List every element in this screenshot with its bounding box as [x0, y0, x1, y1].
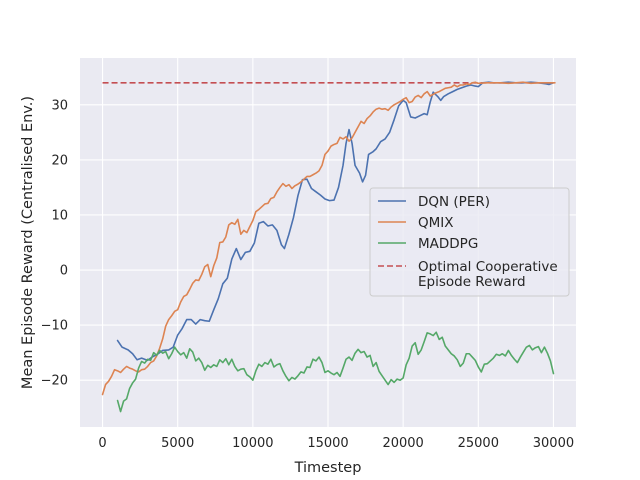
- x-tick-label: 25000: [458, 436, 499, 451]
- x-tick-label: 15000: [307, 436, 348, 451]
- x-tick-label: 30000: [533, 436, 574, 451]
- y-tick-label: 0: [60, 264, 68, 279]
- y-axis-label: Mean Episode Reward (Centralised Env.): [20, 96, 36, 389]
- y-tick-label: 10: [51, 208, 68, 223]
- y-tick-label: 30: [51, 98, 68, 113]
- series-line-maddpg: [116, 331, 555, 413]
- x-tick-label: 20000: [382, 436, 423, 451]
- legend-label: MADDPG: [418, 236, 478, 252]
- legend-label: DQN (PER): [418, 194, 490, 210]
- y-tick-label: −10: [41, 319, 68, 334]
- x-tick-label: 5000: [161, 436, 194, 451]
- x-tick-label: 0: [98, 436, 106, 451]
- legend-box: [369, 187, 570, 297]
- tick-labels: 0 5000 10000 15000 20000 25000 30000 −20 −10 0 10 2…: [41, 98, 575, 451]
- legend: DQN (PER) QMIX MADDPG Optimal Cooperative Ep…: [369, 187, 570, 297]
- legend-label: Optimal Cooperative Episode Reward: [418, 259, 558, 290]
- series-line-dqn-per: [116, 81, 555, 362]
- legend-label: QMIX: [418, 215, 454, 231]
- y-tick-label: 20: [51, 153, 68, 168]
- series-line-qmix: [101, 81, 556, 396]
- x-tick-label: 10000: [232, 436, 273, 451]
- y-tick-label: −20: [41, 374, 68, 389]
- x-axis-label: Timestep: [294, 460, 362, 476]
- series-layer: [101, 81, 556, 413]
